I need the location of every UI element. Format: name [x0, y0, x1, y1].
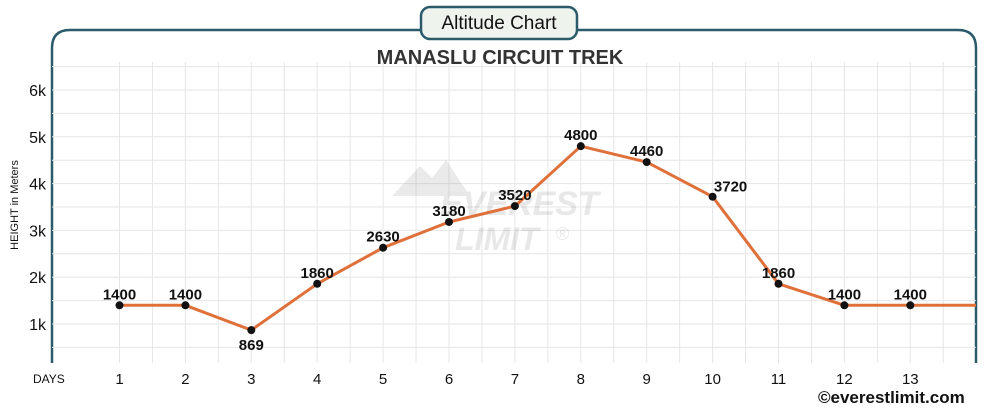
data-point [510, 202, 519, 211]
data-label: 4800 [564, 127, 597, 144]
data-label: 1860 [762, 265, 795, 282]
watermark-line2: LIMIT [455, 221, 541, 257]
x-tick-label: 3 [247, 371, 255, 388]
data-label: 1400 [103, 286, 136, 303]
data-point [445, 217, 453, 226]
x-tick-label: 5 [379, 371, 387, 388]
x-tick-label: 10 [704, 371, 721, 388]
x-tick-label: 6 [445, 371, 453, 388]
grid-lines [52, 62, 976, 363]
series-line [119, 144, 976, 332]
data-labels: 1400 1400 869 1860 2630 3180 3520 4800 4460 3720 1… [103, 127, 927, 354]
everest-limit-watermark: EVEREST LIMIT ® [392, 160, 602, 257]
data-point [115, 301, 124, 310]
x-tick-label: 11 [771, 371, 787, 388]
chart-title: MANASLU CIRCUIT TREK [377, 47, 624, 69]
data-point [181, 301, 190, 310]
data-label: 869 [239, 337, 264, 354]
y-tick-label: 4k [29, 177, 47, 194]
data-point [906, 301, 915, 310]
data-label: 1400 [894, 286, 927, 303]
data-point [576, 142, 585, 151]
y-tick-label: 2k [29, 270, 47, 287]
y-tick-label: 5k [29, 130, 47, 147]
y-tick-label: 1k [29, 317, 47, 334]
data-point [313, 279, 322, 288]
data-label: 1400 [828, 286, 861, 303]
footer-credit: ©everestlimit.com [818, 388, 965, 407]
data-point [379, 243, 388, 252]
y-axis-label: HEIGHT in Meters [9, 160, 21, 250]
data-label: 3180 [432, 203, 465, 220]
x-tick-label: 1 [115, 371, 123, 388]
x-tick-label: 8 [577, 371, 585, 388]
data-point [840, 301, 849, 310]
data-label: 3720 [714, 179, 747, 196]
series-altitude [115, 142, 976, 335]
x-axis-label: DAYS [33, 372, 65, 386]
data-label: 1400 [169, 286, 202, 303]
badge-label: Altitude Chart [441, 13, 557, 34]
x-tick-label: 12 [836, 371, 853, 388]
x-tick-label: 2 [181, 371, 189, 388]
data-label: 3520 [498, 187, 531, 204]
data-label: 2630 [366, 229, 399, 246]
mountain-logo-icon [392, 160, 470, 196]
data-point [247, 326, 256, 335]
y-tick-label: 6k [29, 83, 47, 100]
data-label: 1860 [301, 265, 334, 282]
x-tick-label: 7 [511, 371, 519, 388]
watermark-registered-mark: ® [556, 224, 569, 244]
x-tick-label: 9 [643, 371, 651, 388]
x-tick-label: 4 [313, 371, 321, 388]
data-point [774, 279, 783, 288]
x-tick-label: 13 [902, 371, 919, 388]
data-point [642, 158, 651, 167]
y-tick-label: 3k [29, 223, 47, 240]
data-point [708, 192, 717, 201]
data-label: 4460 [630, 143, 663, 160]
badge-frame [419, 5, 579, 41]
